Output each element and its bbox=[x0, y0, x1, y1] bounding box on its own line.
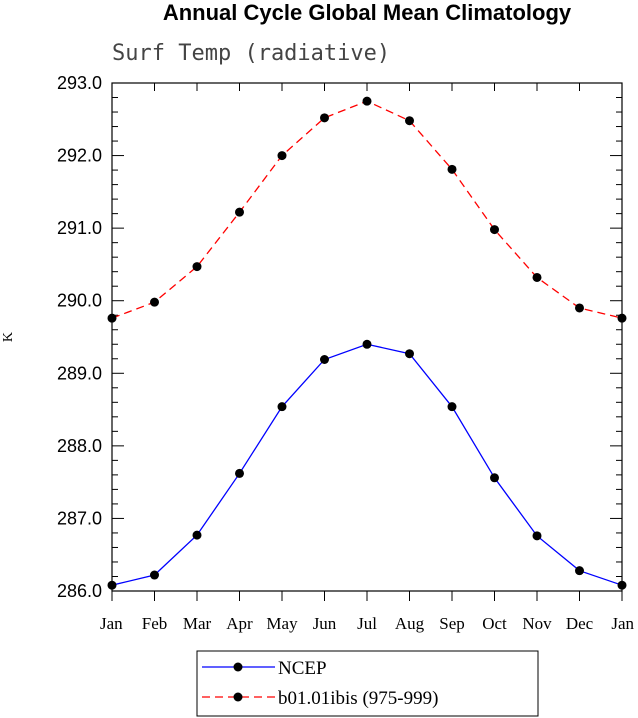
y-tick-label: 288.0 bbox=[57, 436, 102, 456]
data-point-0 bbox=[490, 473, 499, 483]
series-layer bbox=[107, 96, 627, 590]
legend-marker-ncep bbox=[233, 662, 243, 672]
x-tick-label: Sep bbox=[439, 614, 465, 633]
data-point-1 bbox=[617, 313, 627, 323]
legend-marker-b01 bbox=[233, 692, 243, 702]
x-tick-label: Aug bbox=[395, 614, 425, 633]
data-point-0 bbox=[320, 354, 329, 364]
data-point-1 bbox=[277, 151, 287, 161]
y-tick-label: 289.0 bbox=[57, 363, 102, 383]
series-line-1 bbox=[111, 100, 623, 319]
y-axis: 286.0 287.0 288.0 289.0 290.0 291.0 292.0 293.0 bbox=[57, 73, 622, 601]
data-point-0 bbox=[362, 339, 372, 349]
data-point-1 bbox=[192, 262, 202, 272]
chart-title: Annual Cycle Global Mean Climatology bbox=[163, 0, 572, 25]
data-point-0 bbox=[447, 402, 457, 412]
y-tick-label: 290.0 bbox=[57, 291, 102, 311]
data-point-1 bbox=[532, 272, 542, 282]
series-line-0 bbox=[111, 343, 623, 586]
data-point-1 bbox=[150, 297, 159, 307]
data-point-0 bbox=[150, 570, 159, 580]
y-tick-label: 293.0 bbox=[57, 73, 102, 93]
y-tick-label: 287.0 bbox=[57, 508, 102, 528]
legend-label-ncep: NCEP bbox=[278, 658, 327, 679]
data-point-0 bbox=[192, 530, 202, 540]
data-point-1 bbox=[490, 225, 499, 235]
x-tick-label: Dec bbox=[566, 614, 594, 633]
x-tick-label: Jan bbox=[100, 614, 123, 633]
y-tick-label: 291.0 bbox=[57, 218, 102, 238]
data-point-1 bbox=[575, 303, 584, 313]
data-point-0 bbox=[575, 566, 584, 576]
x-tick-label: Jul bbox=[357, 614, 377, 633]
x-axis: Jan Feb Mar Apr May Jun Jul Aug Sep Oct Nov Dec Jan bbox=[100, 83, 634, 633]
x-tick-label: Feb bbox=[142, 614, 168, 633]
data-point-1 bbox=[320, 113, 329, 123]
data-point-0 bbox=[277, 402, 287, 412]
data-point-0 bbox=[107, 580, 117, 590]
legend-box bbox=[196, 650, 539, 717]
data-point-0 bbox=[617, 580, 627, 590]
data-point-1 bbox=[235, 207, 244, 217]
data-point-0 bbox=[405, 349, 414, 359]
plot-frame bbox=[111, 82, 623, 592]
data-point-1 bbox=[362, 96, 372, 106]
legend: NCEP b01.01ibis (975-999) bbox=[196, 650, 539, 717]
x-tick-label: Oct bbox=[482, 614, 507, 633]
data-point-1 bbox=[107, 313, 117, 323]
x-tick-label: Nov bbox=[522, 614, 552, 633]
x-tick-label: Jun bbox=[313, 614, 337, 633]
legend-label-b01: b01.01ibis (975-999) bbox=[278, 688, 438, 709]
data-point-0 bbox=[235, 468, 244, 478]
x-tick-label: May bbox=[266, 614, 298, 633]
data-point-0 bbox=[532, 531, 542, 541]
data-point-1 bbox=[405, 116, 414, 126]
chart-subtitle: Surf Temp (radiative) bbox=[112, 41, 390, 66]
x-tick-label: Mar bbox=[183, 614, 212, 633]
data-point-1 bbox=[447, 164, 457, 174]
x-tick-label: Apr bbox=[226, 614, 253, 633]
x-tick-label: Jan bbox=[611, 614, 634, 633]
y-tick-label: 292.0 bbox=[57, 146, 102, 166]
y-tick-label: 286.0 bbox=[57, 581, 102, 601]
y-axis-label: K bbox=[1, 332, 16, 342]
